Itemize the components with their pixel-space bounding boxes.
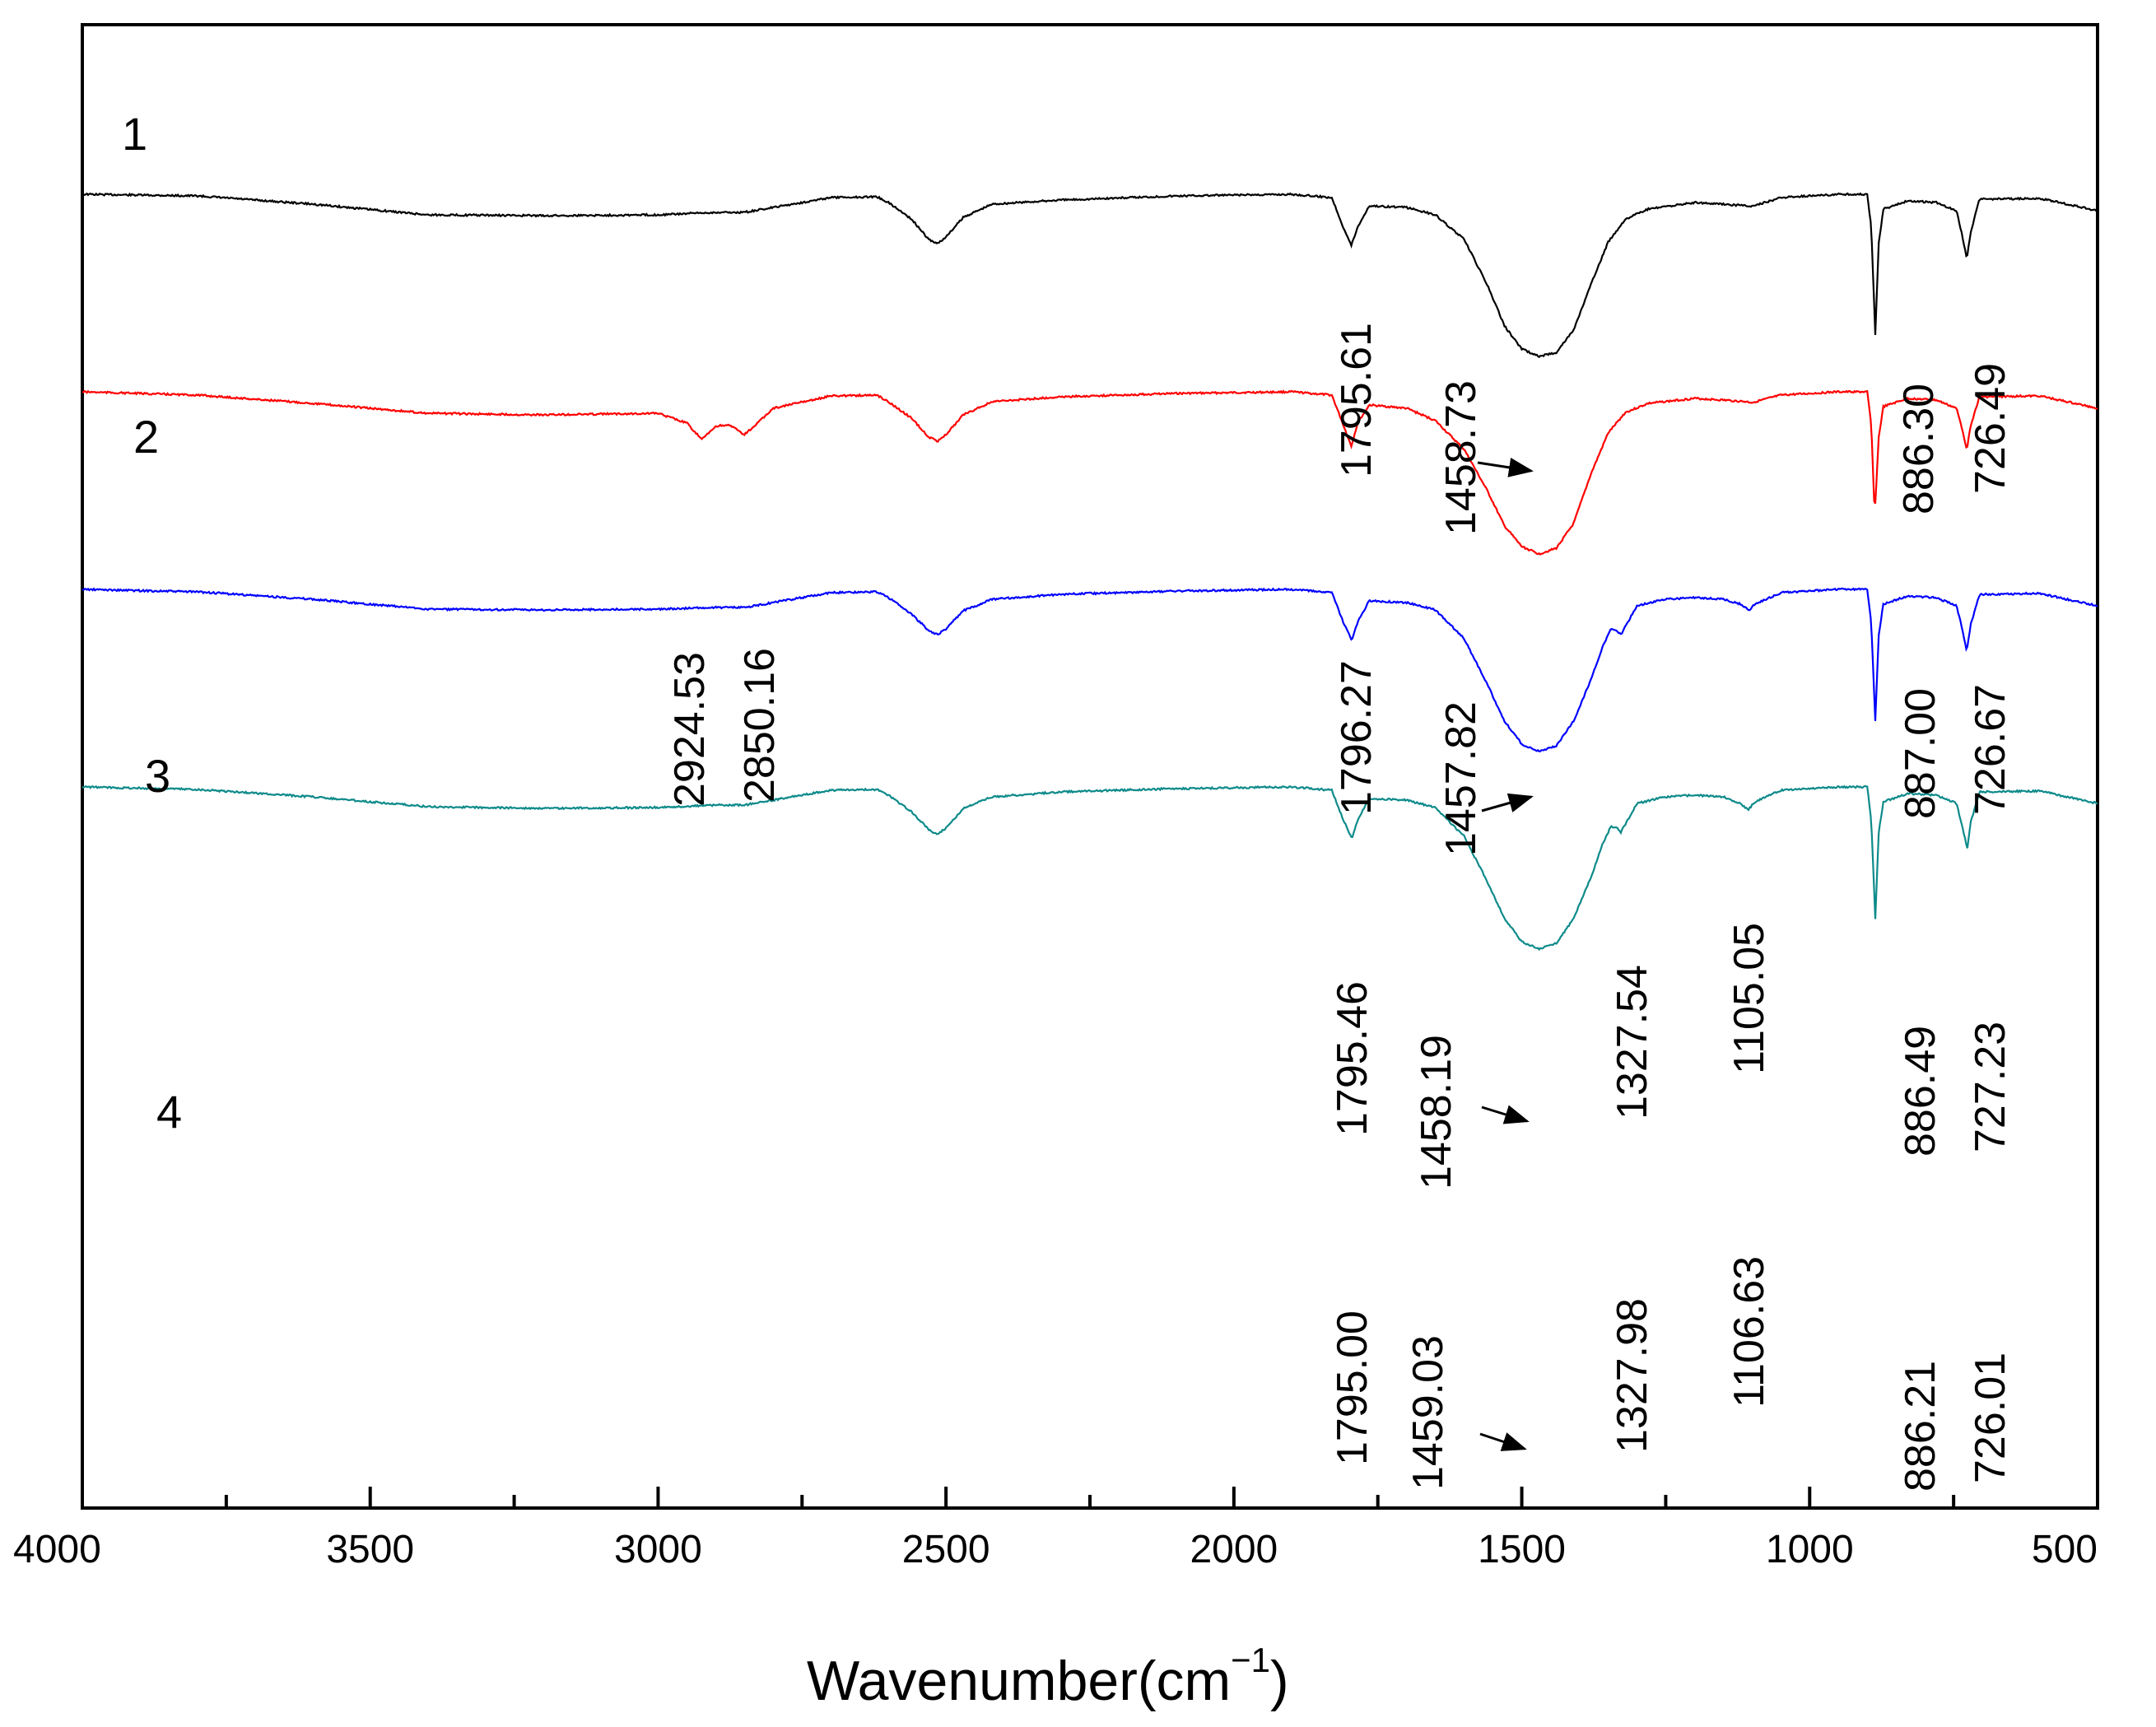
series-label-3: 3 xyxy=(145,750,170,802)
peak-arrow xyxy=(1477,458,1534,477)
x-tick-label: 1500 xyxy=(1478,1528,1566,1571)
peak-label: 726.67 xyxy=(1967,684,2014,815)
peak-label: 2850.16 xyxy=(736,648,784,803)
x-axis-title-close: ) xyxy=(1270,1650,1289,1712)
peak-label: 1106.63 xyxy=(1725,1256,1773,1408)
peak-label: 1795.46 xyxy=(1329,981,1376,1136)
peak-arrow xyxy=(1481,793,1534,812)
x-axis-title-main: Wavenumber(cm xyxy=(807,1650,1231,1712)
series-label-4: 4 xyxy=(156,1086,182,1138)
peak-label: 887.00 xyxy=(1897,688,1944,819)
x-tick-label: 1000 xyxy=(1766,1528,1854,1571)
peak-label: 1796.27 xyxy=(1333,660,1381,815)
x-tick-label: 2000 xyxy=(1190,1528,1278,1571)
x-axis-title-superscript: −1 xyxy=(1231,1641,1270,1679)
peak-label: 1459.03 xyxy=(1404,1335,1452,1490)
peak-label: 726.01 xyxy=(1967,1352,2014,1483)
peak-label: 727.23 xyxy=(1967,1022,2014,1152)
peak-label: 2924.53 xyxy=(666,652,714,807)
peak-label: 1105.05 xyxy=(1725,923,1773,1074)
x-tick-label: 500 xyxy=(2032,1528,2098,1571)
series-label-1: 1 xyxy=(122,108,147,160)
peak-label: 1458.73 xyxy=(1437,380,1485,535)
series-line-3 xyxy=(81,587,2098,752)
peak-label: 1795.61 xyxy=(1333,323,1381,477)
peak-arrow xyxy=(1479,1432,1527,1451)
x-tick-label: 4000 xyxy=(13,1528,101,1571)
x-tick-label: 2500 xyxy=(902,1528,990,1571)
peak-label: 1457.82 xyxy=(1437,701,1485,856)
peak-label: 886.49 xyxy=(1897,1026,1944,1157)
series-line-2 xyxy=(81,389,2098,556)
series-label-2: 2 xyxy=(133,411,159,463)
x-axis-title: Wavenumber(cm−1) xyxy=(807,1641,1289,1712)
peak-label: 726.49 xyxy=(1967,363,2014,494)
peak-label: 1458.19 xyxy=(1413,1035,1460,1189)
peak-label: 1795.00 xyxy=(1329,1310,1376,1465)
x-tick-label: 3500 xyxy=(326,1528,414,1571)
peak-label: 886.30 xyxy=(1895,384,1943,514)
x-tick-label: 3000 xyxy=(614,1528,702,1571)
peak-label: 886.21 xyxy=(1897,1361,1944,1492)
plot-frame xyxy=(81,23,2099,1510)
series-line-4 xyxy=(81,784,2098,952)
peak-label: 1327.54 xyxy=(1609,965,1656,1120)
peak-label: 1327.98 xyxy=(1609,1298,1656,1453)
peak-arrow xyxy=(1481,1105,1530,1124)
series-line-1 xyxy=(81,192,2098,359)
